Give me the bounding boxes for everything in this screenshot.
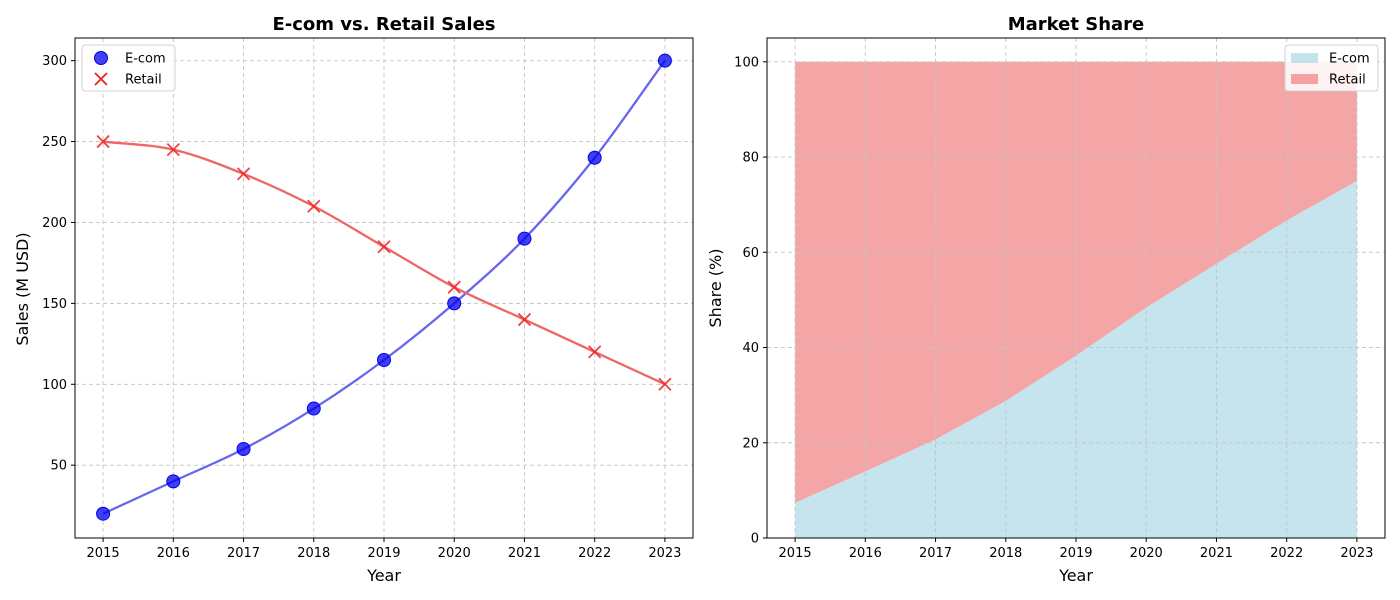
e-com-point-2021 xyxy=(517,231,532,246)
legend-swatch-e-com xyxy=(94,51,108,65)
x-tick-label-2021: 2021 xyxy=(1200,546,1233,561)
x-tick-label-2023: 2023 xyxy=(648,546,681,561)
legend-label-e-com: E-com xyxy=(1329,52,1370,67)
y-tick-label-100: 100 xyxy=(42,378,67,393)
legend-label-e-com: E-com xyxy=(125,52,166,67)
market-share-chart-grid xyxy=(767,38,1385,539)
sales-chart-y-axis-label: Sales (M USD) xyxy=(13,232,32,345)
legend-label-retail: Retail xyxy=(125,73,162,88)
e-com-trend-line xyxy=(102,59,666,515)
x-tick-label-2020: 2020 xyxy=(1130,546,1163,561)
legend-label-retail: Retail xyxy=(1329,73,1366,88)
sales-chart-plot-area xyxy=(96,53,672,521)
y-tick-label-20: 20 xyxy=(742,436,759,451)
y-tick-label-150: 150 xyxy=(42,297,67,312)
e-com-point-2016 xyxy=(166,474,181,489)
y-tick-label-300: 300 xyxy=(42,54,67,69)
x-tick-label-2023: 2023 xyxy=(1340,546,1373,561)
x-tick-label-2016: 2016 xyxy=(849,546,882,561)
x-tick-label-2020: 2020 xyxy=(438,546,471,561)
y-tick-label-50: 50 xyxy=(50,459,67,474)
sales-chart-title: E-com vs. Retail Sales xyxy=(272,14,495,35)
legend-swatch-retail xyxy=(1291,74,1318,84)
retail-point-2018 xyxy=(307,199,321,213)
e-com-point-2017 xyxy=(236,442,251,457)
y-tick-label-250: 250 xyxy=(42,135,67,150)
x-tick-label-2016: 2016 xyxy=(157,546,190,561)
market-share-chart: Market Share Year Share (%) 2015 2016 2017… xyxy=(706,14,1386,585)
sales-chart-legend: E-com Retail xyxy=(81,44,176,92)
x-tick-label-2019: 2019 xyxy=(1059,546,1092,561)
retail-point-2021 xyxy=(517,312,532,327)
x-tick-label-2018: 2018 xyxy=(297,546,330,561)
x-tick-label-2018: 2018 xyxy=(989,546,1022,561)
y-tick-label-40: 40 xyxy=(742,341,759,356)
x-tick-label-2022: 2022 xyxy=(1270,546,1303,561)
retail-point-2020 xyxy=(447,280,461,294)
retail-point-2015 xyxy=(96,134,110,149)
x-tick-label-2022: 2022 xyxy=(578,546,611,561)
e-com-point-2022 xyxy=(587,150,602,165)
e-com-point-2020 xyxy=(447,296,462,311)
legend-swatch-retail xyxy=(94,72,108,86)
e-com-point-2015 xyxy=(96,506,111,521)
sales-chart: E-com vs. Retail Sales Year Sales (M USD… xyxy=(13,14,694,585)
e-com-point-2019 xyxy=(377,353,391,368)
market-share-chart-ticks: 2015 2016 2017 2018 2019 2020 2021 2022 2023 0 20 4… xyxy=(734,55,1373,561)
y-tick-label-200: 200 xyxy=(42,216,67,231)
y-tick-label-60: 60 xyxy=(742,246,759,261)
market-share-chart-y-axis-label: Share (%) xyxy=(706,249,725,328)
e-com-point-2018 xyxy=(306,401,321,416)
e-com-point-2023 xyxy=(657,53,672,68)
x-tick-label-2021: 2021 xyxy=(508,546,541,561)
x-tick-label-2017: 2017 xyxy=(919,546,952,561)
market-share-chart-x-axis-label: Year xyxy=(1058,566,1093,585)
retail-point-2017 xyxy=(236,167,251,181)
sales-chart-ticks: 2015 2016 2017 2018 2019 2020 2021 2022 2023 50 10… xyxy=(42,54,681,561)
x-tick-label-2015: 2015 xyxy=(779,546,812,561)
retail-point-2022 xyxy=(588,345,602,359)
x-tick-label-2019: 2019 xyxy=(367,546,400,561)
retail-point-2019 xyxy=(377,240,391,254)
y-tick-label-80: 80 xyxy=(742,151,759,166)
legend-swatch-e-com xyxy=(1291,53,1318,63)
x-tick-label-2017: 2017 xyxy=(227,546,260,561)
market-share-chart-legend: E-com Retail xyxy=(1284,44,1379,92)
market-share-chart-title: Market Share xyxy=(1008,14,1145,35)
x-tick-label-2015: 2015 xyxy=(87,546,120,561)
sales-chart-x-axis-label: Year xyxy=(366,566,401,585)
y-tick-label-100: 100 xyxy=(734,55,759,70)
retail-point-2016 xyxy=(166,143,180,157)
retail-point-2023 xyxy=(658,377,672,391)
y-tick-label-0: 0 xyxy=(751,532,759,547)
